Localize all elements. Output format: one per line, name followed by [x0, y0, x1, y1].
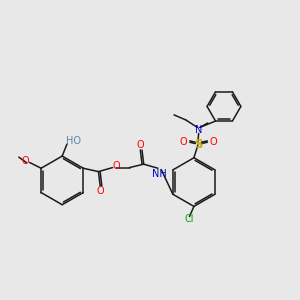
Text: O: O [21, 156, 29, 166]
Text: O: O [96, 185, 104, 196]
Text: O: O [210, 137, 217, 147]
Text: O: O [113, 161, 121, 171]
Text: O: O [180, 137, 188, 147]
Text: S: S [194, 138, 203, 151]
Text: NH: NH [152, 169, 167, 179]
Text: Cl: Cl [184, 214, 194, 224]
Text: HO: HO [65, 136, 80, 146]
Text: N: N [195, 125, 202, 135]
Text: O: O [137, 140, 145, 150]
